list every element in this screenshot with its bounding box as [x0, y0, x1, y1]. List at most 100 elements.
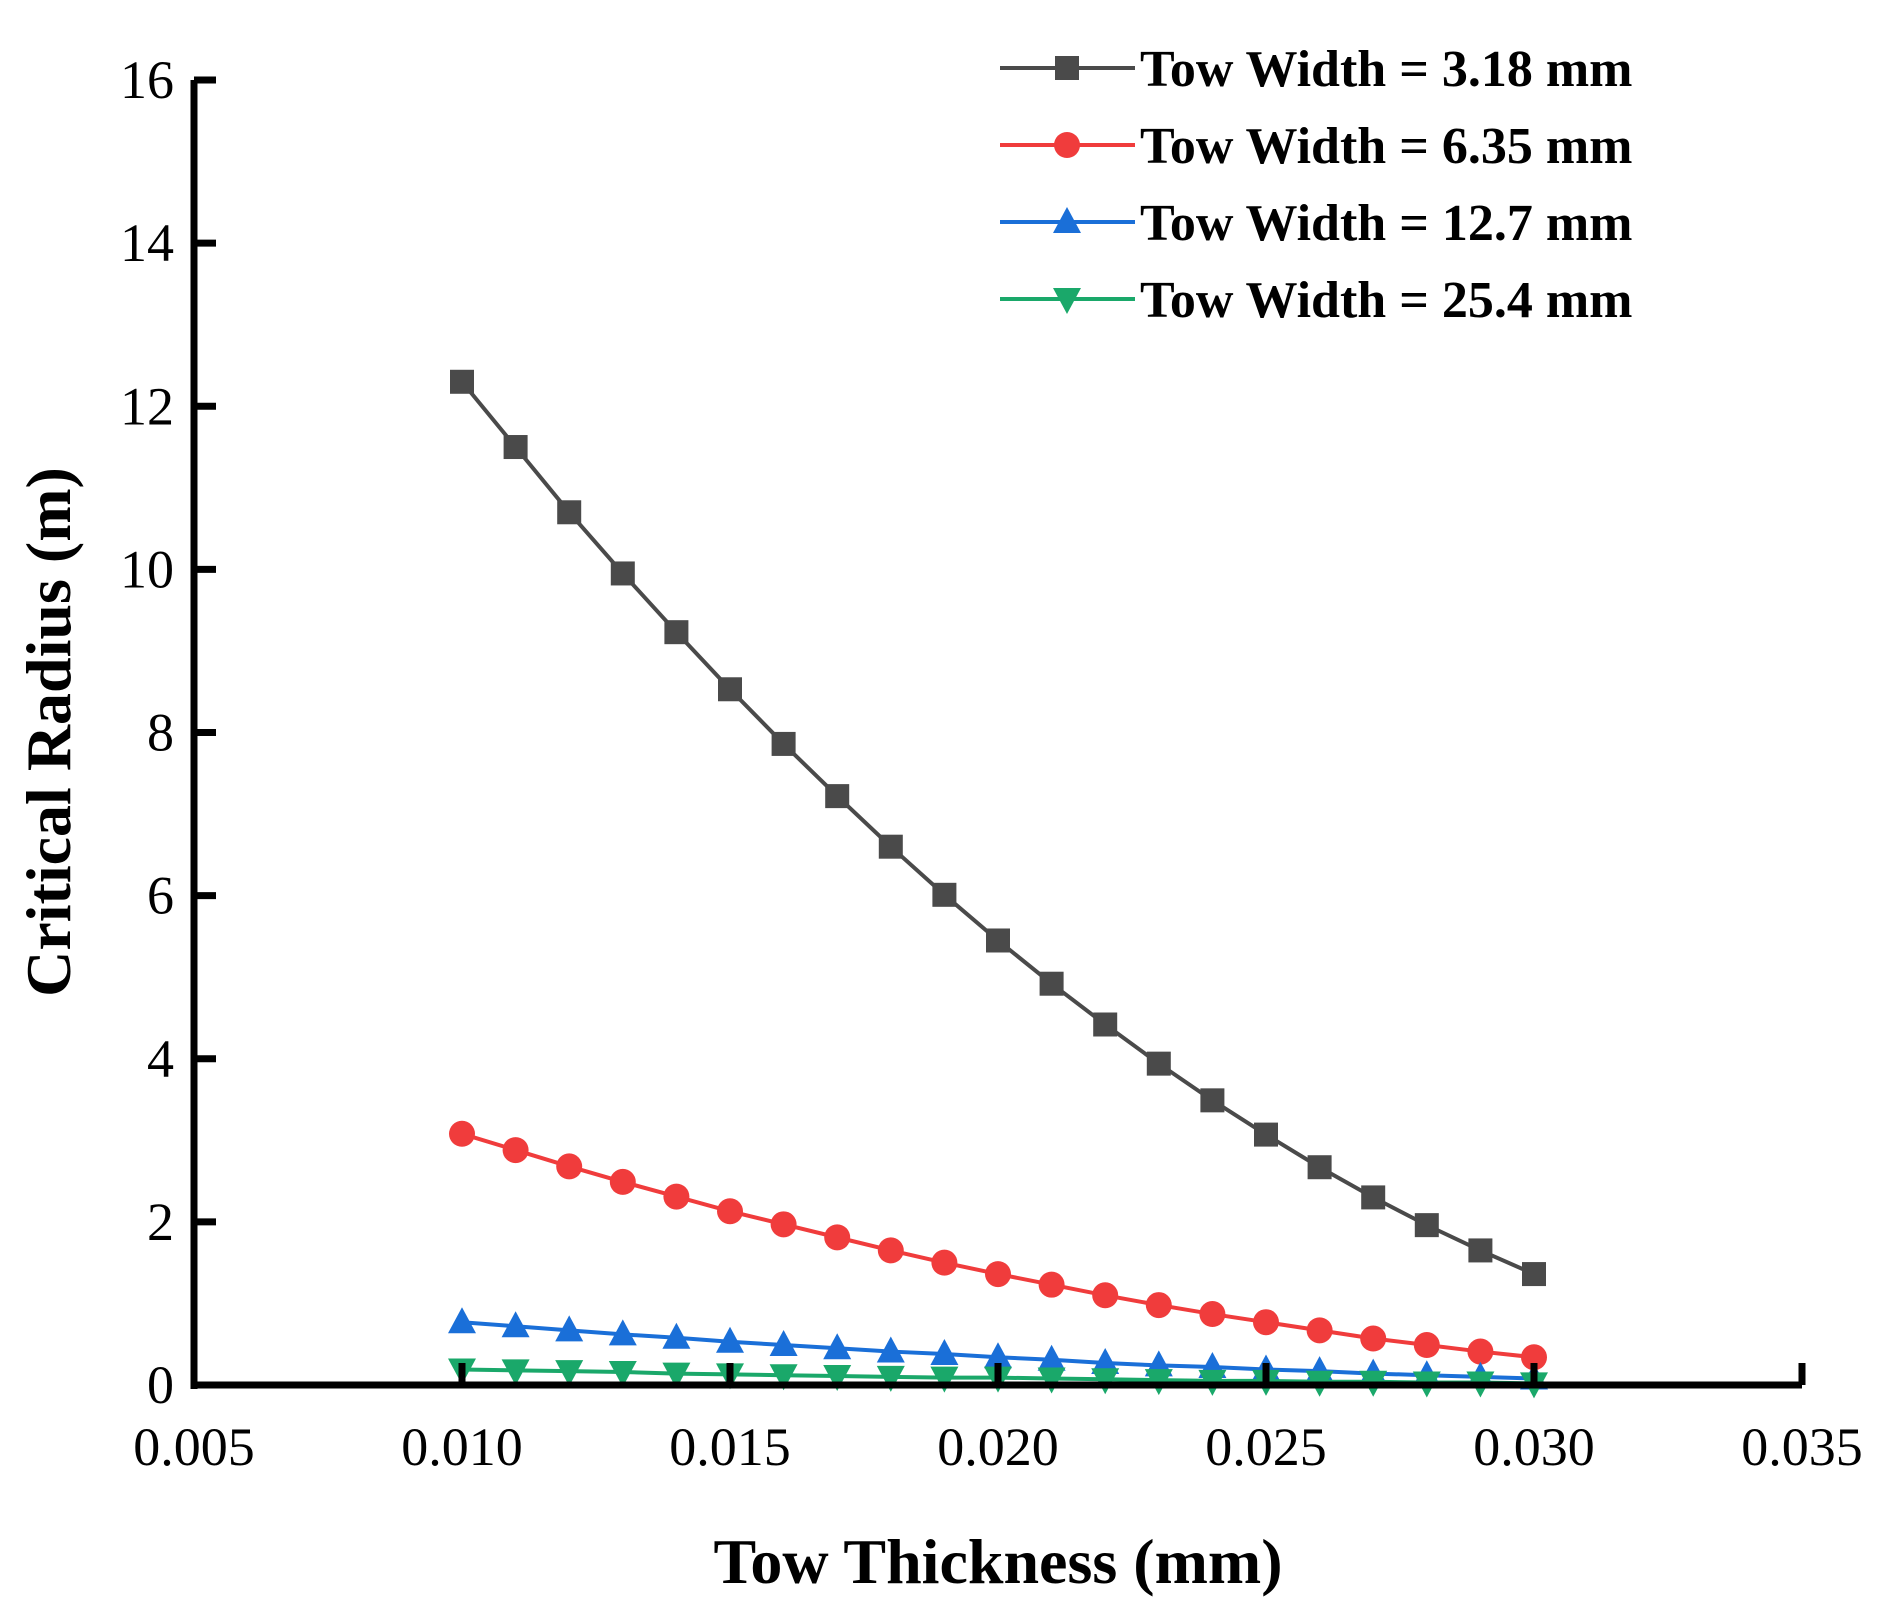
legend-label: Tow Width = 12.7 mm [1140, 195, 1632, 252]
data-point [1306, 1317, 1333, 1344]
data-point [1521, 1344, 1547, 1371]
data-point [1092, 1282, 1119, 1309]
data-point [1093, 1012, 1118, 1037]
data-point [1146, 1051, 1171, 1076]
y-tick-label: 14 [120, 213, 174, 273]
data-point [876, 1365, 905, 1392]
data-point [556, 1153, 583, 1180]
x-tick-label: 0.025 [1205, 1417, 1327, 1477]
y-tick-label: 10 [120, 539, 174, 599]
data-point [771, 731, 796, 756]
legend-entry: Tow Width = 12.7 mm [1000, 195, 1632, 252]
data-point [1037, 1367, 1066, 1394]
data-point [501, 1359, 530, 1386]
data-point [931, 1249, 958, 1276]
y-tick-label: 4 [147, 1029, 174, 1089]
data-point [824, 1224, 851, 1251]
data-point [608, 1360, 637, 1387]
data-point [877, 1237, 904, 1264]
data-point [770, 1211, 797, 1238]
x-tick-label: 0.010 [401, 1417, 523, 1477]
data-point [501, 1311, 530, 1338]
data-point [769, 1364, 798, 1391]
data-point [716, 1326, 744, 1353]
data-point [1307, 1155, 1332, 1180]
data-point [663, 1183, 690, 1210]
legend-entry: Tow Width = 3.18 mm [1000, 41, 1632, 98]
data-point [609, 1168, 636, 1195]
x-tick-label: 0.015 [669, 1417, 791, 1477]
x-ticks: 0.005 0.010 0.015 0.020 0.025 0.030 0.035 [133, 1363, 1863, 1477]
data-point [450, 369, 474, 394]
y-tick-label: 0 [147, 1355, 174, 1415]
data-point [825, 784, 850, 809]
data-point [932, 882, 957, 907]
legend-marker [1053, 207, 1081, 233]
data-point [930, 1339, 959, 1366]
data-point [1145, 1292, 1172, 1319]
data-point [557, 500, 582, 525]
legend: Tow Width = 3.18 mm Tow Width = 6.35 mm To… [1000, 41, 1632, 329]
data-point [984, 1342, 1012, 1369]
data-point [449, 1120, 475, 1147]
data-point [823, 1365, 852, 1392]
data-point [769, 1330, 798, 1357]
data-point [502, 1137, 529, 1164]
data-point [1413, 1332, 1440, 1359]
y-tick-label: 2 [147, 1192, 174, 1252]
data-point [448, 1307, 476, 1334]
data-point [503, 435, 528, 460]
data-point [1091, 1347, 1120, 1374]
y-tick-label: 6 [147, 866, 174, 926]
legend-label: Tow Width = 25.4 mm [1140, 272, 1632, 329]
series-1 [450, 369, 1546, 1287]
data-point [1468, 1238, 1493, 1263]
data-point [1200, 1088, 1225, 1113]
data-point [664, 620, 689, 645]
series-2 [449, 1120, 1547, 1371]
data-point [1360, 1325, 1387, 1352]
y-axis-title: Critical Radius (m) [13, 467, 84, 997]
x-tick-label: 0.030 [1473, 1417, 1595, 1477]
data-point [1037, 1344, 1066, 1371]
data-point [1039, 971, 1064, 996]
y-tick-label: 12 [120, 376, 174, 436]
data-point [718, 677, 742, 702]
data-point [1038, 1271, 1065, 1298]
x-axis-title: Tow Thickness (mm) [714, 1526, 1283, 1597]
data-point [610, 561, 635, 586]
data-point [985, 1261, 1011, 1288]
x-tick-label: 0.035 [1741, 1417, 1863, 1477]
legend-label: Tow Width = 3.18 mm [1140, 41, 1632, 98]
legend-entry: Tow Width = 6.35 mm [1000, 118, 1632, 175]
data-point [1091, 1368, 1120, 1395]
legend-marker [1054, 132, 1080, 158]
legend-label: Tow Width = 6.35 mm [1140, 118, 1632, 175]
data-point [1253, 1309, 1279, 1336]
legend-marker [1055, 56, 1079, 80]
legend-marker [1053, 288, 1081, 314]
data-point [1522, 1262, 1546, 1287]
data-point [662, 1362, 691, 1389]
legend-entry: Tow Width = 25.4 mm [1000, 272, 1632, 329]
x-tick-label: 0.020 [937, 1417, 1059, 1477]
data-point [1199, 1301, 1226, 1328]
data-point [662, 1322, 691, 1349]
y-ticks: 0 2 4 6 8 10 12 14 16 [120, 50, 216, 1415]
data-point [717, 1198, 743, 1225]
data-point [930, 1366, 959, 1393]
series-line [460, 380, 1535, 1276]
data-point [823, 1333, 852, 1360]
y-tick-label: 8 [147, 703, 174, 763]
data-point [555, 1360, 584, 1387]
data-point [608, 1319, 637, 1346]
data-point [878, 834, 903, 859]
data-point [986, 928, 1010, 953]
x-tick-label: 0.005 [133, 1417, 255, 1477]
data-point [1414, 1213, 1439, 1238]
data-point [1254, 1122, 1278, 1147]
y-tick-label: 16 [120, 50, 174, 110]
data-point [555, 1315, 584, 1342]
data-point [1361, 1185, 1386, 1210]
